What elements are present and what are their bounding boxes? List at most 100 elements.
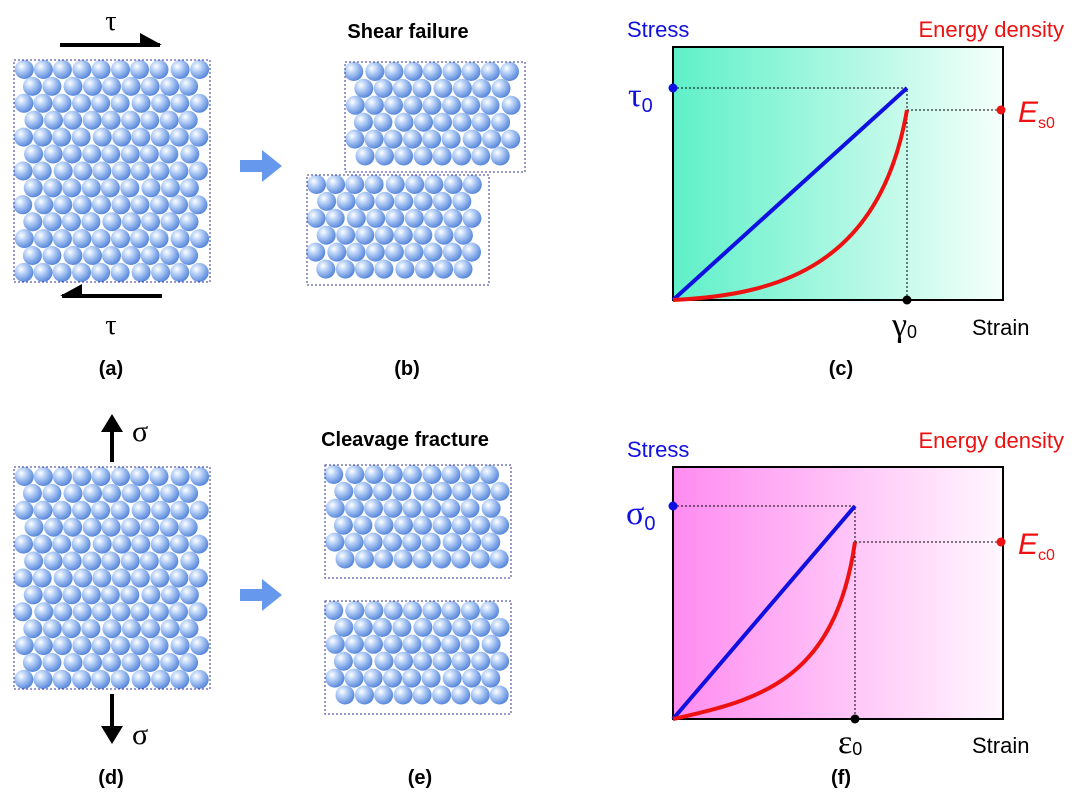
atom — [131, 93, 151, 113]
atom — [462, 129, 482, 149]
atom — [345, 601, 365, 620]
atom — [188, 195, 208, 215]
atom — [412, 78, 432, 98]
atom — [384, 95, 403, 115]
atom — [412, 685, 432, 705]
atom — [333, 651, 353, 671]
atom — [81, 619, 101, 639]
atom — [33, 229, 53, 249]
atom — [422, 498, 441, 518]
atom — [189, 262, 209, 282]
atom — [52, 127, 72, 147]
boundary-d — [13, 466, 211, 690]
atom — [393, 685, 413, 705]
atom — [363, 532, 383, 552]
atom — [470, 549, 490, 569]
atom — [471, 515, 491, 535]
atom — [188, 161, 208, 181]
atom — [179, 178, 199, 198]
atom — [33, 467, 53, 486]
atom — [306, 208, 326, 228]
atom — [393, 225, 413, 245]
atom — [111, 636, 130, 656]
atom — [149, 467, 169, 486]
atom — [345, 175, 365, 194]
atom — [169, 534, 189, 554]
atom — [372, 481, 392, 501]
atom — [355, 191, 375, 211]
atom — [160, 246, 180, 265]
atom — [151, 669, 171, 689]
atom — [53, 195, 73, 215]
atom — [102, 76, 121, 96]
atom — [481, 532, 501, 552]
atom — [91, 669, 111, 689]
atom — [179, 619, 199, 639]
atom — [102, 212, 122, 232]
atom — [14, 467, 34, 486]
atom — [471, 146, 491, 166]
atom — [32, 568, 52, 588]
atom — [110, 262, 130, 282]
atom — [110, 500, 130, 520]
atom — [394, 146, 414, 166]
atom — [490, 481, 510, 501]
atom — [81, 585, 101, 605]
atom — [355, 685, 374, 705]
atom — [480, 62, 500, 81]
atom — [111, 467, 130, 486]
atom — [33, 60, 53, 79]
atom — [462, 242, 481, 262]
boundary-a — [13, 59, 211, 283]
atom — [83, 483, 102, 503]
atom — [43, 144, 63, 164]
strain-marker-label-f: ε0 — [838, 724, 862, 761]
atom — [120, 144, 140, 164]
atom — [471, 112, 491, 132]
atom — [432, 617, 452, 637]
atom — [71, 127, 91, 147]
atom — [306, 242, 326, 262]
atom — [170, 60, 190, 79]
atom — [121, 110, 141, 130]
atom — [452, 78, 472, 98]
atom — [81, 212, 101, 232]
atom — [404, 208, 424, 228]
atom — [53, 602, 73, 622]
atom — [441, 465, 461, 484]
atom — [481, 668, 501, 688]
atom — [149, 229, 169, 249]
atom — [72, 602, 92, 622]
atom — [62, 178, 82, 198]
atom — [140, 483, 160, 503]
atom — [141, 619, 160, 639]
atom — [42, 246, 62, 265]
atom — [62, 551, 82, 571]
atom — [364, 634, 383, 654]
atom — [91, 229, 111, 249]
panel-label-f: (f) — [831, 767, 851, 789]
atom — [501, 129, 521, 149]
atom — [52, 636, 72, 656]
atom — [383, 465, 403, 484]
atom — [325, 634, 345, 654]
atom — [131, 262, 151, 282]
atom — [102, 619, 122, 639]
atom — [374, 259, 394, 279]
atom — [442, 668, 462, 688]
atom — [14, 229, 34, 249]
atom — [392, 481, 412, 501]
atom — [405, 175, 425, 194]
energy-marker-label-c: Es0 — [1018, 96, 1055, 132]
atom — [451, 549, 471, 569]
atom — [424, 175, 444, 194]
atom — [33, 127, 53, 147]
atom — [52, 93, 72, 113]
atom — [14, 669, 34, 689]
atom — [61, 212, 81, 232]
atom — [394, 515, 413, 535]
atom — [480, 465, 499, 484]
atom — [71, 534, 91, 554]
atom — [159, 551, 179, 571]
atom — [24, 517, 44, 537]
